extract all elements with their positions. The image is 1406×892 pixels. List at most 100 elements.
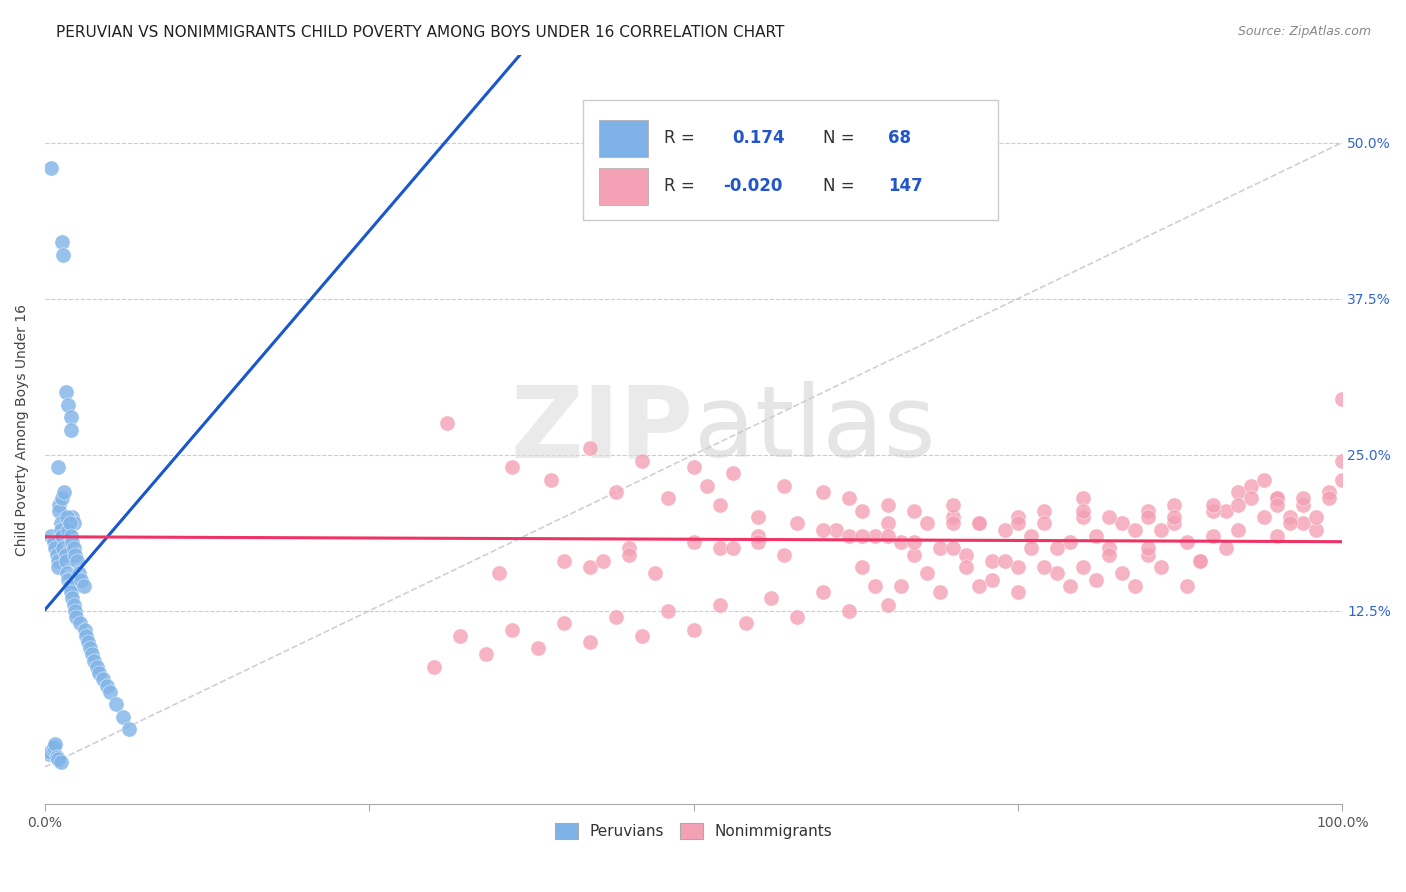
Point — [488, 566, 510, 581]
Point — [1292, 498, 1315, 512]
Point — [877, 498, 900, 512]
Point — [1175, 535, 1198, 549]
Point — [709, 498, 731, 512]
Point — [69, 616, 91, 631]
Point — [877, 529, 900, 543]
Point — [851, 504, 873, 518]
Point — [1111, 566, 1133, 581]
Point — [721, 467, 744, 481]
Point — [45, 548, 67, 562]
Point — [981, 554, 1004, 568]
Point — [53, 485, 76, 500]
Point — [46, 560, 69, 574]
Point — [942, 516, 965, 531]
Text: ZIP: ZIP — [510, 381, 693, 478]
Point — [60, 535, 83, 549]
Point — [111, 710, 134, 724]
Point — [49, 523, 72, 537]
Point — [59, 579, 82, 593]
Point — [423, 660, 446, 674]
Text: 0.174: 0.174 — [733, 129, 785, 147]
Point — [44, 738, 66, 752]
Point — [41, 161, 63, 175]
Point — [1032, 560, 1054, 574]
Point — [1227, 523, 1250, 537]
Point — [630, 629, 652, 643]
Point — [118, 723, 141, 737]
Point — [1163, 516, 1185, 531]
Point — [1188, 554, 1211, 568]
Point — [1084, 529, 1107, 543]
FancyBboxPatch shape — [599, 168, 648, 205]
Point — [75, 623, 97, 637]
Point — [67, 566, 90, 581]
Point — [86, 660, 108, 674]
Point — [851, 529, 873, 543]
Point — [734, 616, 756, 631]
Point — [747, 510, 769, 524]
Point — [76, 635, 98, 649]
Point — [1123, 523, 1146, 537]
Point — [773, 548, 796, 562]
Point — [1188, 554, 1211, 568]
Point — [1292, 491, 1315, 506]
Point — [58, 398, 80, 412]
Point — [1267, 498, 1289, 512]
Point — [1059, 535, 1081, 549]
Point — [644, 566, 666, 581]
Point — [1305, 523, 1327, 537]
Point — [865, 529, 887, 543]
Point — [44, 541, 66, 556]
Text: -0.020: -0.020 — [724, 178, 783, 195]
Point — [838, 529, 860, 543]
Point — [39, 745, 62, 759]
Point — [1215, 504, 1237, 518]
Point — [1175, 579, 1198, 593]
Point — [994, 523, 1017, 537]
Point — [1084, 573, 1107, 587]
Point — [579, 442, 602, 456]
Point — [1292, 516, 1315, 531]
Point — [63, 548, 86, 562]
Point — [929, 541, 952, 556]
Point — [62, 598, 84, 612]
Point — [49, 516, 72, 531]
FancyBboxPatch shape — [599, 120, 648, 157]
Point — [83, 654, 105, 668]
Point — [1111, 516, 1133, 531]
Point — [657, 604, 679, 618]
Point — [1163, 510, 1185, 524]
Point — [55, 554, 77, 568]
Point — [813, 485, 835, 500]
Point — [761, 591, 783, 606]
Point — [1317, 491, 1340, 506]
Text: R =: R = — [664, 178, 695, 195]
Point — [48, 504, 70, 518]
Point — [63, 604, 86, 618]
Point — [786, 610, 808, 624]
Point — [865, 579, 887, 593]
Point — [59, 585, 82, 599]
Point — [1071, 491, 1094, 506]
Point — [553, 554, 575, 568]
Point — [838, 604, 860, 618]
Point — [709, 598, 731, 612]
Point — [709, 541, 731, 556]
Point — [838, 491, 860, 506]
Point — [942, 510, 965, 524]
Point — [1267, 529, 1289, 543]
Point — [73, 579, 96, 593]
Point — [41, 529, 63, 543]
Point — [1240, 491, 1263, 506]
Point — [903, 535, 925, 549]
Point — [79, 641, 101, 656]
Point — [46, 752, 69, 766]
Point — [592, 554, 614, 568]
Point — [1071, 510, 1094, 524]
Point — [915, 566, 938, 581]
Point — [994, 554, 1017, 568]
Point — [55, 548, 77, 562]
Point — [721, 541, 744, 556]
Point — [553, 616, 575, 631]
Point — [1317, 485, 1340, 500]
